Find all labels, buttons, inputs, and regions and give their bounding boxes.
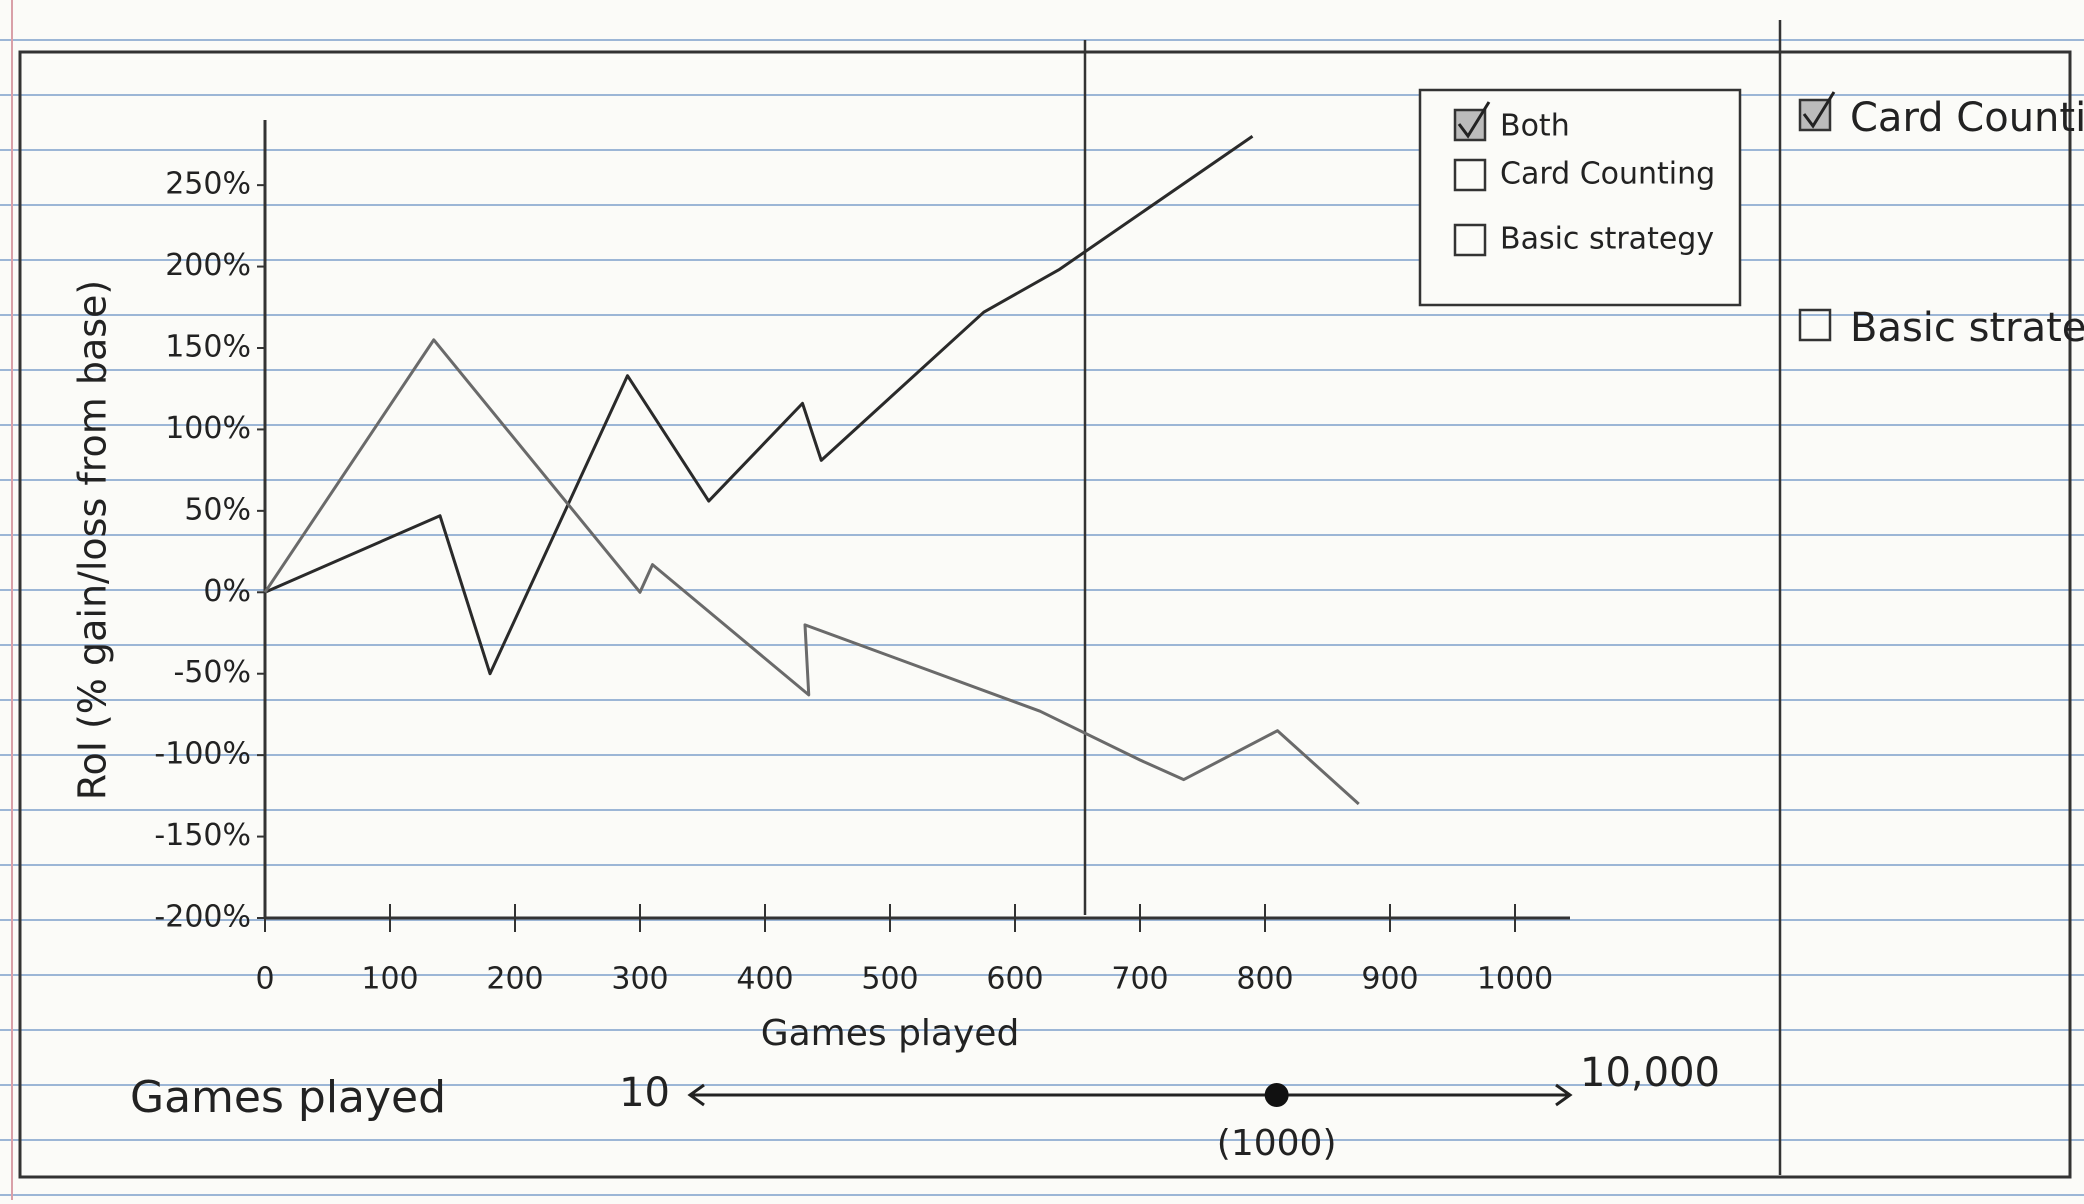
y-tick-label: -100%	[154, 737, 251, 772]
slider-knob[interactable]	[1264, 1083, 1289, 1107]
y-tick-label: -150%	[154, 818, 251, 853]
x-tick-label: 800	[1236, 962, 1293, 997]
legend-checkbox-check	[1457, 101, 1491, 139]
sidebar-checkbox-check	[1802, 91, 1836, 129]
legend-checkbox[interactable]	[1453, 223, 1487, 257]
legend-label: Both	[1500, 109, 1570, 144]
slider-arrow-left	[687, 1083, 705, 1107]
slider-min-label: 10	[619, 1070, 670, 1116]
x-tick-label: 400	[736, 962, 793, 997]
x-tick-label: 100	[361, 962, 418, 997]
window-frame	[18, 50, 2072, 1179]
y-tick-label: 50%	[184, 492, 251, 527]
x-tick-label: 700	[1111, 962, 1168, 997]
slider-max-label: 10,000	[1580, 1050, 1720, 1096]
x-tick-label: 500	[861, 962, 918, 997]
x-tick-label: 600	[986, 962, 1043, 997]
x-tick-label: 900	[1361, 962, 1418, 997]
y-tick-label: 150%	[165, 330, 251, 365]
y-axis-label: RoI (% gain/loss from base)	[71, 280, 115, 801]
x-tick-label: 0	[255, 962, 274, 997]
x-tick-label: 1000	[1477, 962, 1553, 997]
x-tick-label: 200	[486, 962, 543, 997]
sidebar-label: Card Counting	[1850, 95, 2084, 141]
y-tick-label: 0%	[203, 574, 251, 609]
sidebar-label: Basic strategy	[1850, 305, 2084, 351]
y-tick-label: -200%	[154, 900, 251, 935]
x-axis-label: Games played	[761, 1013, 1020, 1054]
x-tick-label: 300	[611, 962, 668, 997]
slider-arrow-right	[1555, 1083, 1573, 1107]
y-tick-label: -50%	[173, 655, 251, 690]
legend-checkbox[interactable]	[1453, 158, 1487, 192]
y-tick-label: 100%	[165, 411, 251, 446]
series-line	[263, 338, 1360, 806]
slider-label: Games played	[130, 1072, 446, 1123]
legend-label: Card Counting	[1500, 157, 1715, 192]
slider-value-label: (1000)	[1217, 1123, 1337, 1164]
y-tick-label: 250%	[165, 167, 251, 202]
series-line	[264, 135, 1254, 676]
sidebar-checkbox[interactable]	[1798, 308, 1832, 342]
legend-label: Basic strategy	[1500, 222, 1714, 257]
y-tick-label: 200%	[165, 248, 251, 283]
